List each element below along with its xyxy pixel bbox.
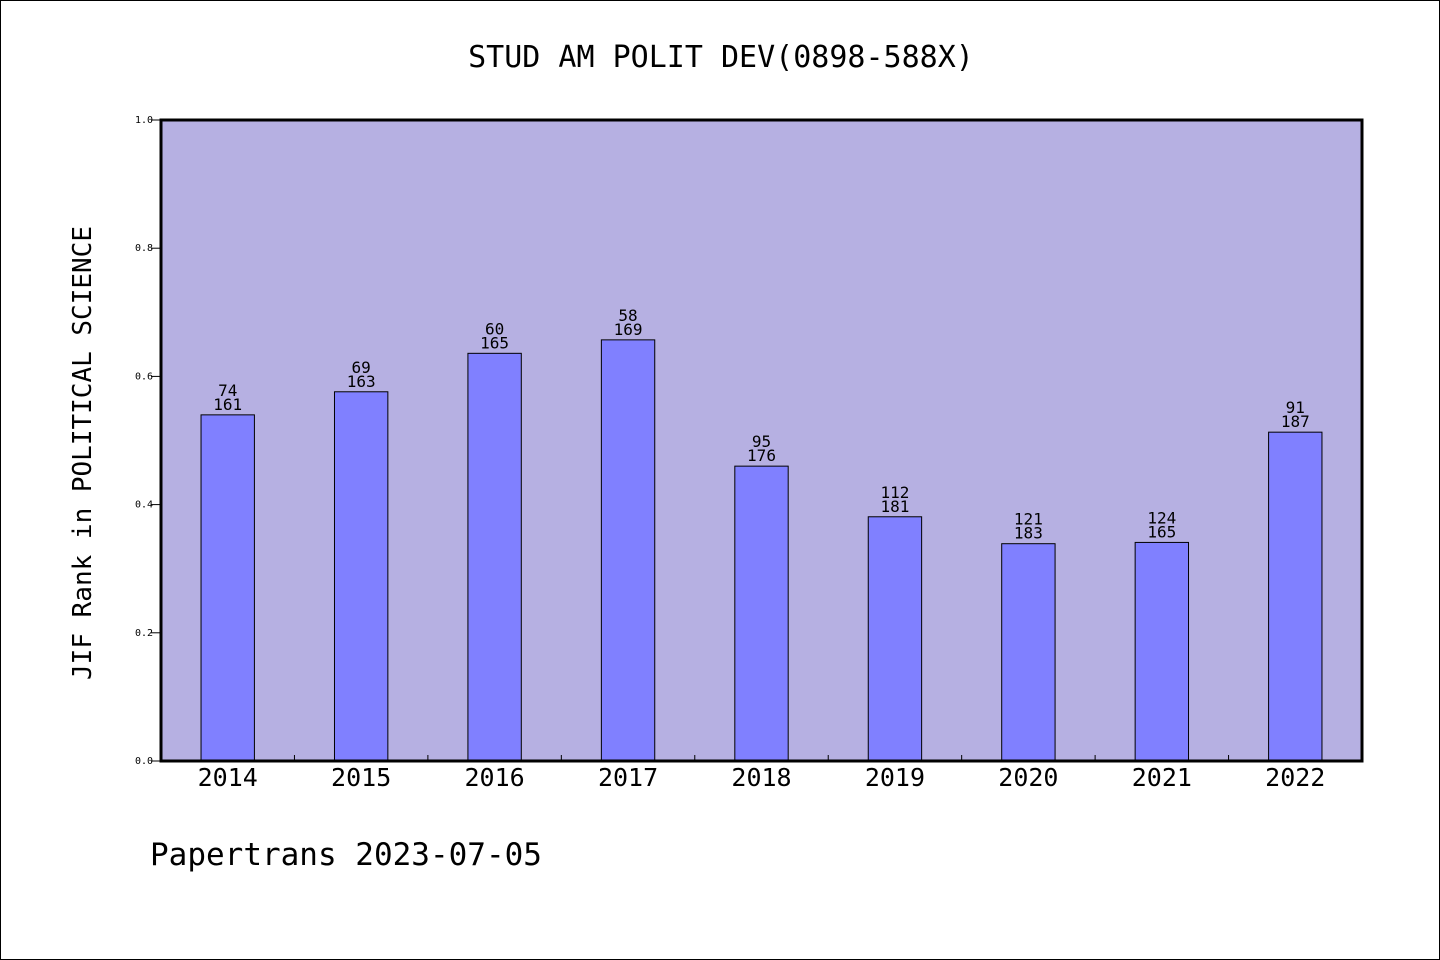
bar-rank-label-2017: 58 <box>618 306 637 325</box>
bar-rank-label-2015: 69 <box>352 358 371 377</box>
bar-2015 <box>333 391 389 762</box>
y-tick-label: 0.6 <box>135 371 153 382</box>
bar-total-label-2020: 183 <box>1014 524 1043 543</box>
bar-2022 <box>1268 431 1323 762</box>
bar-rank-label-2016: 60 <box>485 319 504 338</box>
bar-total-label-2018: 176 <box>747 446 776 465</box>
plot-frame <box>159 118 1364 763</box>
x-tick-label-2016: 2016 <box>465 763 525 792</box>
x-tick-label-2014: 2014 <box>198 763 258 792</box>
y-tick-label: 0.8 <box>135 243 153 254</box>
bar-rank-label-2022: 91 <box>1286 398 1305 417</box>
bar-rank-label-2018: 95 <box>752 432 771 451</box>
bar-2016 <box>467 352 522 762</box>
x-tick-label-2021: 2021 <box>1132 763 1192 792</box>
y-tick-label: 0.4 <box>135 500 153 511</box>
x-tick-label-2019: 2019 <box>865 763 925 792</box>
bar-rank-label-2019: 112 <box>880 483 909 502</box>
bar-2020 <box>1001 543 1056 762</box>
chart-title: STUD AM POLIT DEV(0898-588X) <box>468 40 974 75</box>
bars-group: 7416169163601655816995176112181121183124… <box>200 306 1323 762</box>
y-tick-label: 0.0 <box>135 756 153 767</box>
footer-credit: Papertrans 2023-07-05 <box>150 837 542 873</box>
bar-rank-label-2014: 74 <box>218 381 237 400</box>
bar-total-label-2021: 165 <box>1147 522 1176 541</box>
bar-2019 <box>867 516 923 762</box>
y-tick-label: 1.0 <box>135 115 153 126</box>
bar-total-label-2019: 181 <box>880 497 909 516</box>
bar-2018 <box>734 465 789 762</box>
bar-2021 <box>1134 541 1190 762</box>
x-tick-label-2015: 2015 <box>331 763 391 792</box>
bar-total-label-2016: 165 <box>480 333 509 352</box>
bar-rank-label-2020: 121 <box>1014 510 1043 529</box>
y-tick-label: 0.2 <box>135 628 153 639</box>
bar-2017 <box>600 339 656 762</box>
x-tick-label-2022: 2022 <box>1265 763 1325 792</box>
y-axis: 0.0 0.2 0.4 0.6 0.8 1.0 <box>135 115 161 767</box>
bar-total-label-2017: 169 <box>614 320 643 339</box>
x-tick-label-2017: 2017 <box>598 763 658 792</box>
y-axis-label: JIF Rank in POLITICAL SCIENCE <box>68 226 98 680</box>
x-tick-label-2018: 2018 <box>731 763 791 792</box>
bar-rank-label-2021: 124 <box>1147 508 1176 527</box>
bar-total-label-2022: 187 <box>1281 412 1310 431</box>
x-tick-label-2020: 2020 <box>998 763 1058 792</box>
x-axis: 2014 2015 2016 2017 2018 2019 2020 2021 2022 <box>198 755 1325 792</box>
bar-total-label-2015: 163 <box>347 372 376 391</box>
bar-total-label-2014: 161 <box>213 395 242 414</box>
bar-2014 <box>200 414 255 762</box>
